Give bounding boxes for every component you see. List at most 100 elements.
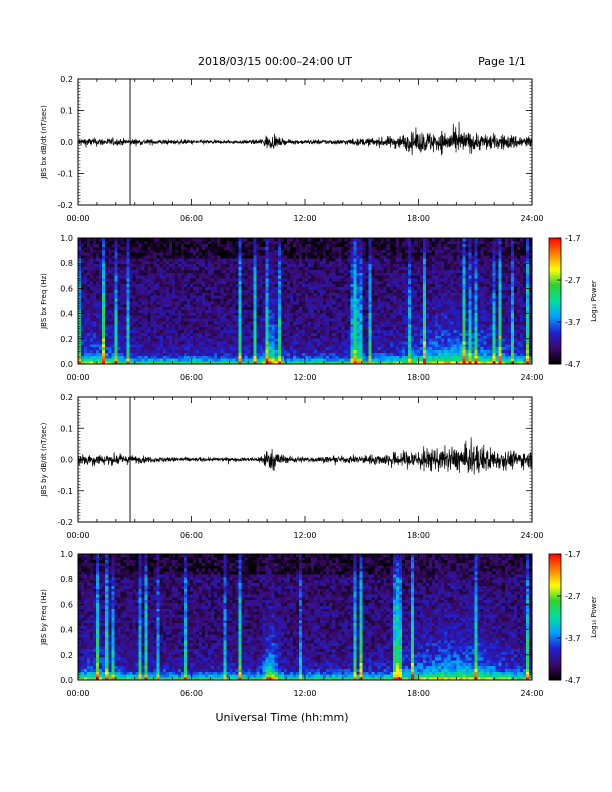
spectrogram-cell (217, 352, 221, 356)
spectrogram-cell (156, 249, 161, 253)
spectrogram-cell (329, 240, 333, 245)
spectrogram-cell (383, 260, 388, 265)
spectrogram-cell (371, 249, 376, 253)
spectrogram-cell (256, 303, 260, 308)
spectrogram-cell (265, 321, 270, 325)
spectrogram-cell (398, 306, 403, 310)
spectrogram-cell (90, 249, 94, 253)
spectrogram-cell (174, 352, 179, 356)
spectrogram-cell (211, 343, 215, 348)
spectrogram-cell (171, 355, 176, 359)
spectrogram-cell (180, 292, 185, 296)
spectrogram-cell (338, 278, 342, 282)
spectrogram-cell (183, 263, 188, 268)
spectrogram-cell (371, 309, 376, 313)
spectrogram-cell (392, 332, 397, 336)
spectrogram-cell (283, 258, 288, 262)
spectrogram-cell (126, 301, 130, 305)
spectrogram-cell (232, 309, 236, 313)
spectrogram-cell (395, 312, 400, 316)
spectrogram-cell (332, 280, 336, 285)
spectrogram-cell (386, 275, 391, 279)
spectrogram-cell (84, 361, 88, 365)
spectrogram-cell (250, 329, 254, 333)
spectrogram-cell (108, 326, 112, 331)
spectrogram-cell (383, 326, 388, 331)
spectrogram-cell (298, 352, 303, 356)
spectrogram-cell (84, 260, 88, 265)
spectrogram-cell (380, 312, 385, 316)
spectrogram-cell (250, 240, 254, 245)
spectrogram-cell (150, 283, 155, 288)
spectrogram-cell (374, 323, 379, 328)
spectrogram-cell (383, 292, 388, 296)
spectrogram-cell (404, 283, 409, 288)
spectrogram-cell (262, 338, 267, 342)
spectrogram-cell (289, 312, 294, 316)
spectrogram-cell (383, 275, 388, 279)
spectrogram-cell (311, 243, 315, 247)
spectrogram-cell (377, 361, 382, 365)
spectrogram-cell (129, 329, 133, 333)
spectrogram-cell (292, 315, 297, 319)
spectrogram-cell (171, 298, 176, 302)
spectrogram-cell (235, 258, 239, 262)
spectrogram-cell (99, 318, 103, 322)
spectrogram-cell (223, 358, 227, 362)
spectrogram-cell (295, 361, 300, 365)
spectrogram-cell (256, 358, 260, 362)
spectrogram-cell (392, 303, 397, 308)
spectrogram-cell (332, 266, 336, 270)
spectrogram-cell (344, 343, 348, 348)
spectrogram-cell (217, 286, 221, 290)
spectrogram-cell (132, 326, 136, 331)
spectrogram-cell (332, 263, 336, 268)
spectrogram-cell (332, 349, 336, 353)
spectrogram-cell (208, 349, 212, 353)
spectrogram-cell (93, 312, 97, 316)
spectrogram-cell (153, 338, 158, 342)
spectrogram-cell (129, 292, 133, 296)
spectrogram-cell (326, 323, 330, 328)
spectrogram-cell (180, 252, 185, 256)
spectrogram-cell (244, 303, 248, 308)
spectrogram-cell (392, 278, 397, 282)
spectrogram-cell (362, 258, 366, 262)
spectrogram-cell (268, 312, 273, 316)
spectrogram-cell (108, 252, 112, 256)
spectrogram-cell (159, 243, 164, 247)
spectrogram-cell (78, 278, 82, 282)
spectrogram-cell (256, 255, 260, 259)
spectrogram-cell (274, 332, 279, 336)
spectrogram-cell (283, 335, 288, 339)
spectrogram-cell (93, 260, 97, 265)
spectrogram-cell (193, 280, 197, 285)
spectrogram-cell (311, 361, 315, 365)
spectrogram-cell (153, 280, 158, 285)
spectrogram-cell (153, 263, 158, 268)
spectrogram-cell (344, 355, 348, 359)
spectrogram-cell (96, 238, 100, 242)
spectrogram-cell (371, 361, 376, 365)
spectrogram-cell (250, 355, 254, 359)
spectrogram-cell (292, 303, 297, 308)
spectrogram-cell (183, 286, 188, 290)
spectrogram-cell (186, 303, 191, 308)
spectrogram-cell (295, 252, 300, 256)
spectrogram-cell (171, 358, 176, 362)
spectrogram-cell (84, 309, 88, 313)
spectrogram-cell (93, 238, 97, 242)
spectrogram-cell (308, 346, 312, 351)
spectrogram-cell (96, 240, 100, 245)
spectrogram-cell (274, 263, 279, 268)
spectrogram-cell (280, 323, 285, 328)
spectrogram-cell (317, 252, 321, 256)
spectrogram-cell (114, 349, 118, 353)
spectrogram-cell (341, 249, 345, 253)
spectrogram-cell (332, 238, 336, 242)
spectrogram-cell (314, 289, 318, 293)
spectrogram-cell (132, 358, 136, 362)
spectrogram-cell (295, 346, 300, 351)
spectrogram-cell (353, 301, 357, 305)
spectrogram-cell (335, 326, 339, 331)
